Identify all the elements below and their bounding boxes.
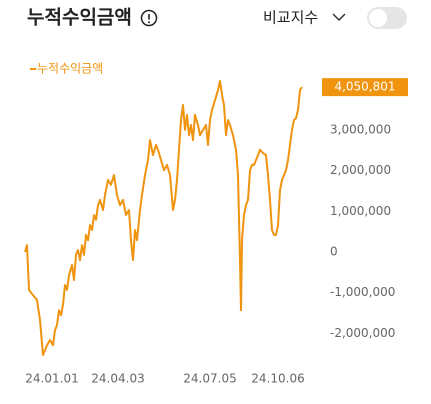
- compare-label[interactable]: 비교지수: [263, 9, 318, 27]
- y-tick-label: -2,000,000: [330, 326, 395, 340]
- x-tick-label: 24.01.01: [25, 372, 78, 386]
- value-badge: [322, 78, 408, 97]
- y-tick-label: -1,000,000: [330, 285, 395, 299]
- line-series: [24, 80, 303, 357]
- x-tick-label: 24.04.03: [91, 372, 144, 386]
- x-tick-label: 24.07.05: [183, 372, 236, 386]
- y-tick-label: 3,000,000: [330, 122, 391, 136]
- y-tick-label: 2,000,000: [330, 163, 391, 177]
- info-icon[interactable]: [140, 9, 158, 27]
- y-tick-label: 1,000,000: [330, 204, 391, 218]
- legend-label: 누적수익금액: [37, 62, 103, 76]
- y-tick-label: 0: [330, 245, 338, 259]
- value-badge-label: 4,050,801: [334, 80, 395, 94]
- x-tick-label: 24.10.06: [251, 372, 304, 386]
- toggle-switch[interactable]: [367, 7, 407, 29]
- page-title: 누적수익금액: [27, 7, 132, 29]
- chevron[interactable]: [332, 13, 346, 22]
